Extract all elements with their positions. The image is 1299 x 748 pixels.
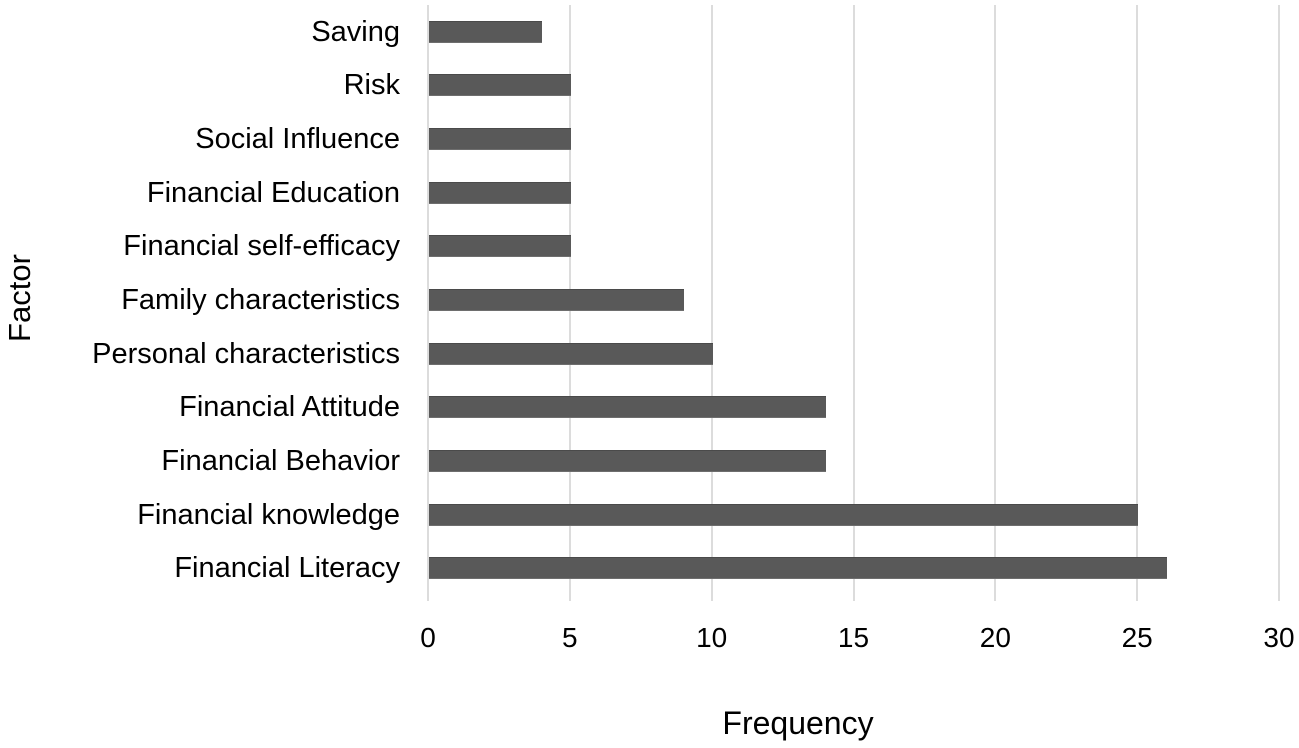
category-label-financial-behavior: Financial Behavior xyxy=(161,444,400,477)
x-tick-label-25: 25 xyxy=(1121,622,1153,653)
category-label-financial-self-efficacy: Financial self-efficacy xyxy=(123,230,400,263)
bar-saving xyxy=(429,20,543,43)
x-tick-label-20: 20 xyxy=(979,622,1011,653)
bar-family-characteristics xyxy=(429,289,685,311)
bar-social-influence xyxy=(429,128,571,151)
category-label-saving: Saving xyxy=(311,15,400,48)
bar-risk xyxy=(429,74,571,97)
category-label-social-influence: Social Influence xyxy=(195,123,400,156)
gridline-30 xyxy=(1278,5,1280,601)
category-label-financial-education: Financial Education xyxy=(146,176,400,209)
x-tick-label-15: 15 xyxy=(837,622,870,653)
x-axis-title: Frequency xyxy=(722,705,874,741)
bar-financial-literacy xyxy=(429,557,1167,580)
gridline-20 xyxy=(994,5,997,601)
bar-personal-characteristics xyxy=(429,342,713,365)
category-label-family-characteristics: Family characteristics xyxy=(121,284,400,316)
bar-financial-attitude xyxy=(429,396,827,419)
gridline-25 xyxy=(1136,5,1139,601)
bar-financial-self-efficacy xyxy=(429,235,571,258)
category-label-risk: Risk xyxy=(343,69,400,102)
gridline-10 xyxy=(710,5,713,601)
x-tick-label-5: 5 xyxy=(562,622,578,653)
category-label-financial-attitude: Financial Attitude xyxy=(179,391,400,424)
x-tick-label-30: 30 xyxy=(1263,622,1295,653)
category-label-personal-characteristics: Personal characteristics xyxy=(92,337,400,370)
category-label-financial-knowledge: Financial knowledge xyxy=(137,498,400,531)
x-tick-label-0: 0 xyxy=(420,622,436,653)
gridline-0 xyxy=(427,5,429,601)
gridline-15 xyxy=(852,5,855,601)
category-label-financial-literacy: Financial Literacy xyxy=(174,552,400,585)
bar-financial-behavior xyxy=(429,449,827,472)
bar-financial-knowledge xyxy=(429,503,1139,526)
x-tick-label-10: 10 xyxy=(696,622,728,653)
bar-financial-education xyxy=(429,181,571,204)
